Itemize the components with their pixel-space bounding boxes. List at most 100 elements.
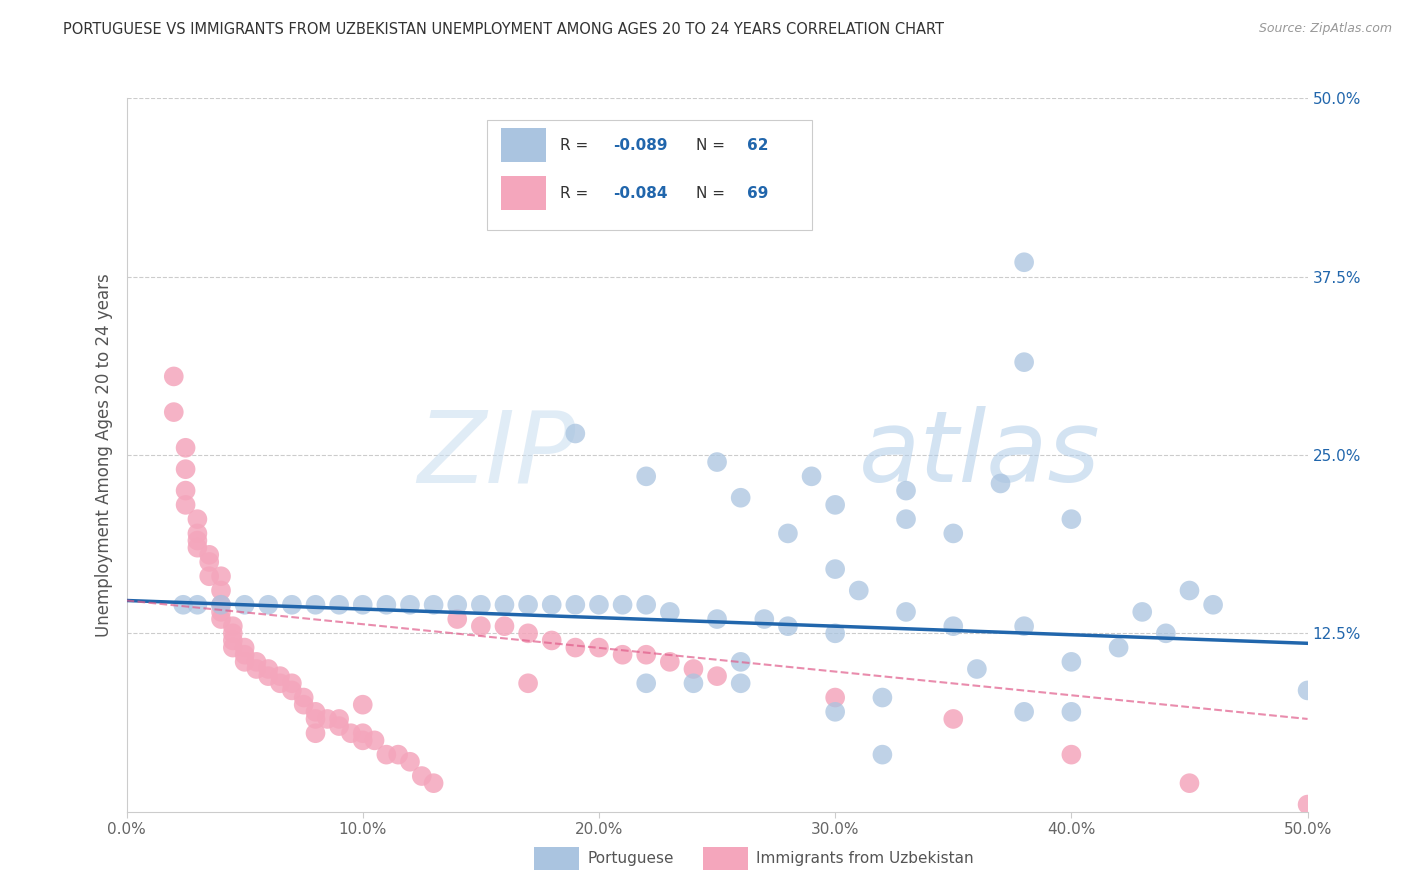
Point xyxy=(269,669,291,683)
Point xyxy=(1108,640,1130,655)
Point xyxy=(209,598,232,612)
Point xyxy=(328,719,350,733)
Point xyxy=(894,483,917,498)
Point xyxy=(1296,683,1319,698)
Text: 62: 62 xyxy=(747,137,768,153)
Point xyxy=(824,690,846,705)
Point xyxy=(209,583,232,598)
Point xyxy=(222,640,245,655)
Point xyxy=(730,491,752,505)
Y-axis label: Unemployment Among Ages 20 to 24 years: Unemployment Among Ages 20 to 24 years xyxy=(94,273,112,637)
Point xyxy=(269,676,291,690)
FancyBboxPatch shape xyxy=(501,176,546,211)
Point xyxy=(281,676,304,690)
Point xyxy=(304,705,326,719)
Point xyxy=(1202,598,1225,612)
Point xyxy=(1060,655,1083,669)
Point xyxy=(494,598,516,612)
Point xyxy=(636,648,658,662)
Point xyxy=(730,655,752,669)
Point xyxy=(304,598,326,612)
Point xyxy=(186,598,208,612)
Point xyxy=(163,405,186,419)
Point xyxy=(682,676,704,690)
Point xyxy=(186,526,208,541)
FancyBboxPatch shape xyxy=(501,128,546,162)
Point xyxy=(848,583,870,598)
Point xyxy=(540,633,562,648)
Point xyxy=(1012,255,1035,269)
Point xyxy=(422,776,444,790)
Point xyxy=(824,705,846,719)
Point xyxy=(172,598,194,612)
Point xyxy=(209,612,232,626)
Point xyxy=(564,598,586,612)
Point xyxy=(222,626,245,640)
Point xyxy=(233,598,256,612)
Point xyxy=(422,598,444,612)
Point xyxy=(494,619,516,633)
Point xyxy=(328,598,350,612)
Point xyxy=(942,619,965,633)
Point xyxy=(706,455,728,469)
Point xyxy=(1296,797,1319,812)
Point xyxy=(209,605,232,619)
Point xyxy=(800,469,823,483)
Point xyxy=(316,712,339,726)
Point xyxy=(517,626,540,640)
FancyBboxPatch shape xyxy=(486,120,811,230)
Point xyxy=(730,676,752,690)
Point xyxy=(174,483,197,498)
Point xyxy=(470,619,492,633)
Text: -0.084: -0.084 xyxy=(613,186,668,201)
Point xyxy=(1178,776,1201,790)
Point xyxy=(222,619,245,633)
Point xyxy=(824,626,846,640)
Point xyxy=(1130,605,1153,619)
Text: Immigrants from Uzbekistan: Immigrants from Uzbekistan xyxy=(756,852,974,866)
Point xyxy=(564,426,586,441)
Point xyxy=(776,526,799,541)
Point xyxy=(1060,512,1083,526)
Point xyxy=(399,598,422,612)
Point xyxy=(612,598,634,612)
Point xyxy=(399,755,422,769)
Point xyxy=(1060,747,1083,762)
Point xyxy=(174,441,197,455)
Point xyxy=(304,712,326,726)
Point xyxy=(682,662,704,676)
Point xyxy=(209,569,232,583)
Point xyxy=(257,598,280,612)
Text: -0.089: -0.089 xyxy=(613,137,668,153)
Point xyxy=(824,562,846,576)
Point xyxy=(824,498,846,512)
Point xyxy=(352,598,374,612)
Point xyxy=(588,640,610,655)
Point xyxy=(352,698,374,712)
Point xyxy=(174,498,197,512)
Point xyxy=(446,612,468,626)
Point xyxy=(517,598,540,612)
Point xyxy=(245,662,267,676)
Point xyxy=(186,512,208,526)
Point xyxy=(470,598,492,612)
Point xyxy=(776,619,799,633)
Point xyxy=(658,655,681,669)
Point xyxy=(990,476,1012,491)
Text: N =: N = xyxy=(696,186,730,201)
Point xyxy=(706,669,728,683)
Point xyxy=(375,598,398,612)
Point xyxy=(540,598,562,612)
Point xyxy=(387,747,409,762)
Point xyxy=(186,533,208,548)
Point xyxy=(233,648,256,662)
Point xyxy=(612,648,634,662)
Point xyxy=(198,548,221,562)
Point xyxy=(872,690,894,705)
Point xyxy=(174,462,197,476)
Point xyxy=(1178,583,1201,598)
Point xyxy=(257,669,280,683)
Text: atlas: atlas xyxy=(859,407,1101,503)
Point xyxy=(292,690,315,705)
Point xyxy=(1012,705,1035,719)
